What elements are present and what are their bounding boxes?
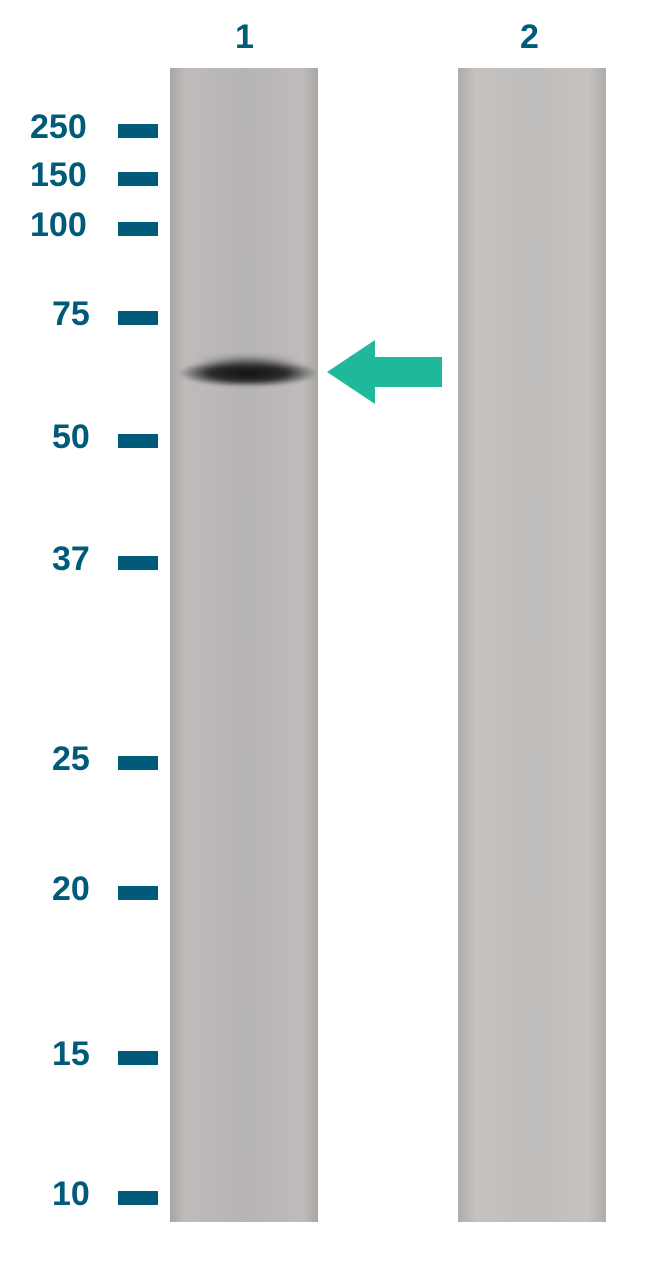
marker-10-label: 10 xyxy=(52,1175,90,1214)
band-indicator-arrow xyxy=(327,337,442,407)
marker-50-label: 50 xyxy=(52,418,90,457)
arrow-icon xyxy=(327,340,442,404)
marker-20-label: 20 xyxy=(52,870,90,909)
protein-band xyxy=(178,354,318,390)
lane-1 xyxy=(170,68,318,1222)
marker-37-label: 37 xyxy=(52,540,90,579)
marker-50-dash xyxy=(118,434,158,448)
lane-label-1-text: 1 xyxy=(235,18,254,56)
marker-15-dash xyxy=(118,1051,158,1065)
marker-25-dash xyxy=(118,756,158,770)
lane-2 xyxy=(458,68,606,1222)
marker-20-dash xyxy=(118,886,158,900)
marker-75-dash xyxy=(118,311,158,325)
marker-100-label: 100 xyxy=(30,206,87,245)
marker-10-dash xyxy=(118,1191,158,1205)
marker-37-dash xyxy=(118,556,158,570)
marker-100-dash xyxy=(118,222,158,236)
lane-label-2-text: 2 xyxy=(520,18,539,56)
marker-25-label: 25 xyxy=(52,740,90,779)
marker-75-label: 75 xyxy=(52,295,90,334)
marker-15-label: 15 xyxy=(52,1035,90,1074)
lane-label-2: 2 xyxy=(520,18,539,57)
blot-container: 1 2 250 150 100 75 50 37 25 20 15 xyxy=(0,0,650,1270)
marker-150-label: 150 xyxy=(30,156,87,195)
marker-250-label: 250 xyxy=(30,108,87,147)
lane-label-1: 1 xyxy=(235,18,254,57)
marker-250-dash xyxy=(118,124,158,138)
marker-150-dash xyxy=(118,172,158,186)
